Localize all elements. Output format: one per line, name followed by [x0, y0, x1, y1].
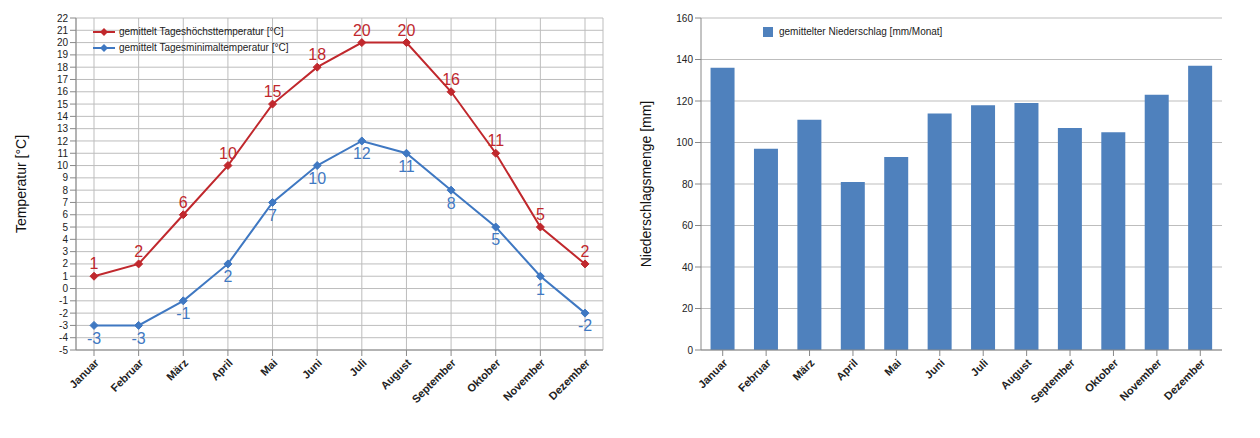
svg-text:Mai: Mai: [882, 356, 903, 377]
svg-text:20: 20: [57, 37, 69, 48]
svg-text:19: 19: [57, 49, 69, 60]
svg-text:April: April: [834, 356, 860, 382]
html-text:gemittelt Tagesminimaltemperat: gemittelt Tagesminimaltemperatur [°C]: [119, 42, 289, 53]
svg-text:20: 20: [682, 303, 694, 314]
svg-text:-2: -2: [578, 317, 592, 334]
svg-text:12: 12: [353, 145, 371, 162]
svg-text:15: 15: [57, 99, 69, 110]
svg-text:3: 3: [62, 246, 68, 257]
svg-text:120: 120: [676, 96, 693, 107]
svg-text:5: 5: [491, 231, 500, 248]
svg-text:November: November: [1117, 356, 1164, 403]
svg-text:11: 11: [487, 132, 504, 149]
svg-text:10: 10: [308, 170, 326, 187]
svg-text:10: 10: [57, 160, 69, 171]
svg-text:-1: -1: [176, 305, 190, 322]
svg-text:14: 14: [57, 111, 69, 122]
svg-text:12: 12: [57, 136, 69, 147]
svg-text:80: 80: [682, 179, 694, 190]
svg-text:Juli: Juli: [347, 356, 369, 378]
svg-text:4: 4: [62, 234, 68, 245]
svg-text:September: September: [1028, 356, 1077, 405]
svg-text:9: 9: [62, 172, 68, 183]
svg-text:11: 11: [58, 148, 69, 159]
svg-text:22: 22: [57, 13, 69, 24]
svg-text:20: 20: [398, 22, 416, 39]
svg-text:Januar: Januar: [67, 356, 102, 391]
svg-text:-3: -3: [59, 320, 68, 331]
svg-text:August: August: [378, 356, 414, 392]
svg-text:160: 160: [676, 13, 693, 24]
svg-text:8: 8: [62, 185, 68, 196]
svg-text:1: 1: [62, 271, 68, 282]
svg-text:Mai: Mai: [258, 356, 279, 377]
svg-text:2: 2: [581, 243, 590, 260]
svg-text:18: 18: [57, 62, 69, 73]
svg-text:Januar: Januar: [696, 356, 731, 391]
svg-text:Dezember: Dezember: [1162, 356, 1208, 402]
svg-text:Februar: Februar: [736, 356, 774, 394]
svg-text:Juni: Juni: [922, 356, 946, 380]
svg-text:20: 20: [353, 22, 371, 39]
svg-text:7: 7: [268, 207, 277, 224]
svg-text:Oktober: Oktober: [464, 356, 503, 395]
svg-text:August: August: [998, 356, 1034, 392]
svg-text:Juni: Juni: [300, 356, 324, 380]
svg-text:11: 11: [398, 158, 415, 175]
svg-text:10: 10: [219, 145, 237, 162]
html-text:gemittelt Tageshöchsttemperatu: gemittelt Tageshöchsttemperatur [°C]: [119, 26, 284, 37]
svg-text:1: 1: [90, 255, 99, 272]
svg-text:0: 0: [687, 345, 693, 356]
svg-text:0: 0: [62, 283, 68, 294]
svg-text:-4: -4: [59, 332, 68, 343]
svg-text:15: 15: [264, 83, 282, 100]
svg-text:6: 6: [62, 209, 68, 220]
svg-text:21: 21: [57, 25, 69, 36]
svg-text:-3: -3: [132, 330, 146, 347]
svg-text:13: 13: [57, 123, 69, 134]
svg-text:16: 16: [442, 71, 460, 88]
svg-text:140: 140: [676, 54, 693, 65]
svg-text:September: September: [409, 356, 458, 405]
svg-text:-3: -3: [87, 330, 101, 347]
svg-text:8: 8: [447, 195, 456, 212]
svg-text:5: 5: [536, 206, 545, 223]
html-text:gemittelter Niederschlag [mm/M: gemittelter Niederschlag [mm/Monat]: [779, 26, 943, 37]
svg-text:Dezember: Dezember: [546, 356, 592, 402]
svg-text:2: 2: [134, 243, 143, 260]
svg-text:Februar: Februar: [108, 356, 146, 394]
svg-text:-5: -5: [59, 345, 68, 356]
svg-text:März: März: [790, 356, 817, 383]
svg-text:6: 6: [179, 194, 188, 211]
svg-text:-1: -1: [59, 295, 68, 306]
svg-text:Juli: Juli: [968, 356, 990, 378]
svg-text:16: 16: [57, 86, 69, 97]
svg-text:Niederschlagsmenge [mm]: Niederschlagsmenge [mm]: [638, 101, 654, 268]
svg-text:1: 1: [536, 281, 545, 298]
svg-text:Temperatur [°C]: Temperatur [°C]: [13, 135, 29, 233]
svg-text:-2: -2: [59, 308, 68, 319]
svg-text:5: 5: [62, 222, 68, 233]
svg-text:17: 17: [57, 74, 69, 85]
svg-text:April: April: [209, 356, 235, 382]
svg-text:18: 18: [308, 46, 326, 63]
svg-text:2: 2: [223, 268, 232, 285]
svg-text:März: März: [164, 356, 191, 383]
svg-text:100: 100: [676, 137, 693, 148]
svg-text:40: 40: [682, 262, 694, 273]
svg-text:2: 2: [62, 258, 68, 269]
svg-text:60: 60: [682, 220, 694, 231]
svg-text:Oktober: Oktober: [1082, 356, 1121, 395]
svg-text:November: November: [501, 356, 548, 403]
svg-text:7: 7: [62, 197, 68, 208]
